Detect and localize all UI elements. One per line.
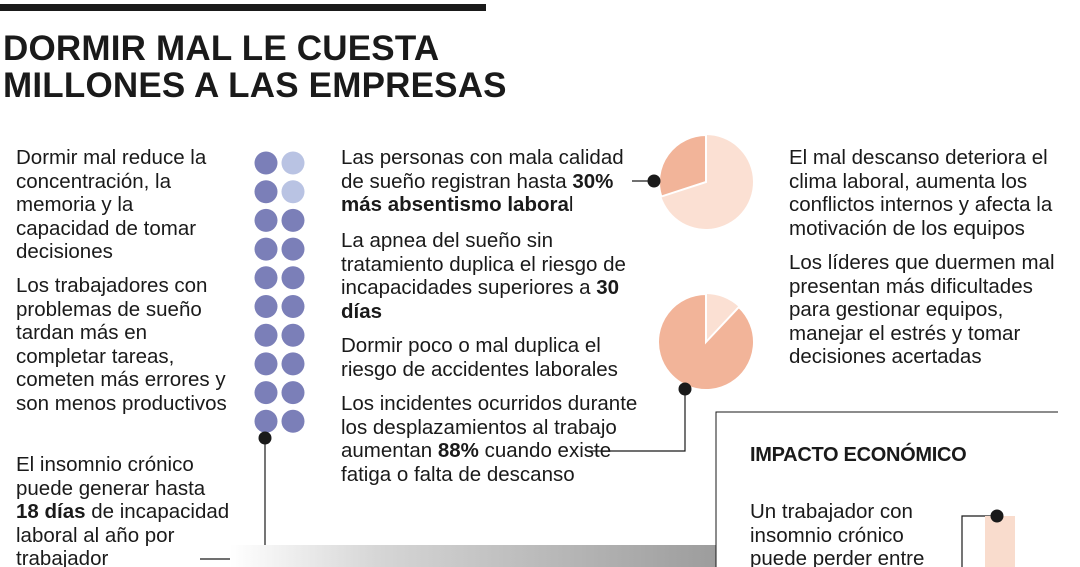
incidents-pie-marker [678,382,692,396]
apnea-text-pre: La apnea del sueño sin tratamiento dupli… [341,229,626,299]
absenteeism-pie [658,133,753,229]
absenteeism-remainder-slice [661,135,753,229]
apnea-highlight: 30 días [341,276,620,323]
left-paragraph-productivity: Los trabajadores con problemas de sueño … [16,274,227,415]
dot-dark [281,323,305,347]
middle-paragraph-absenteeism: Las personas con mala calidad de sueño r… [341,146,641,217]
dot-light [281,151,305,175]
left-paragraph-concentration: Dormir mal reduce la concentración, la m… [16,146,207,263]
dot-dark [281,295,305,318]
dot-dark [254,266,278,290]
middle-paragraph-accidents: Dormir poco o mal duplica el riesgo de a… [341,334,618,381]
impact-text: Un trabajador con insomnio crónico puede… [750,500,925,567]
middle-paragraph-apnea: La apnea del sueño sin tratamiento dupli… [341,229,641,323]
dot-dark [254,323,278,347]
dot-dark [254,151,278,175]
insomnia-highlight: 18 días [16,500,86,523]
dot-dark [281,266,305,290]
dot-grid [254,151,305,433]
absenteeism-text-post: l [568,193,574,216]
dot-dark [281,208,305,232]
incidents-text-pre: Los incidentes ocurridos durante los des… [341,392,638,462]
impact-title: IMPACTO ECONÓMICO [750,444,967,466]
absenteeism-text-pre: Las personas con mala calidad de sueño r… [341,146,624,193]
dot-dark [281,381,305,405]
dot-dark [281,352,305,376]
dot-dark [254,352,278,376]
dot-dark [281,409,305,433]
page-title: DORMIR MAL LE CUESTA MILLONES A LAS EMPR… [3,30,523,104]
top-rule [0,4,486,11]
dot-dark [254,409,278,433]
title-line-1: DORMIR MAL LE CUESTA [3,29,440,68]
incidents-remainder-slice [706,294,739,342]
dot-dark [254,295,278,318]
absenteeism-pie-marker [647,174,661,188]
insomnia-text-pre: El insomnio crónico puede generar hasta [16,453,206,500]
left-paragraph-insomnia: El insomnio crónico puede generar hasta … [16,453,231,567]
incidents-highlight: 88% [437,439,479,462]
bottom-gradient-band [230,545,720,567]
impact-bar [985,516,1015,567]
dot-dark [281,237,305,261]
incidents-text-post: cuando existe fatiga o falta de descanso [341,439,612,486]
absenteeism-slice [658,133,707,198]
incidents-slice [657,292,755,391]
dot-grid-marker [258,431,272,445]
middle-paragraph-incidents: Los incidentes ocurridos durante los des… [341,392,641,486]
incidents-pie [657,292,755,391]
insomnia-text-post: de incapacidad laboral al año por trabaj… [16,500,230,567]
right-paragraph-leaders: Los líderes que duermen mal presentan má… [789,251,1055,368]
right-paragraph-climate: El mal descanso deteriora el clima labor… [789,146,1053,240]
dot-light [281,180,305,204]
dot-dark [254,208,278,232]
title-line-2: MILLONES A LAS EMPRESAS [3,66,507,105]
dot-dark [254,180,278,204]
absenteeism-highlight: 30% más absentismo labora [341,169,614,217]
dot-dark [254,237,278,261]
dot-dark [254,381,278,405]
